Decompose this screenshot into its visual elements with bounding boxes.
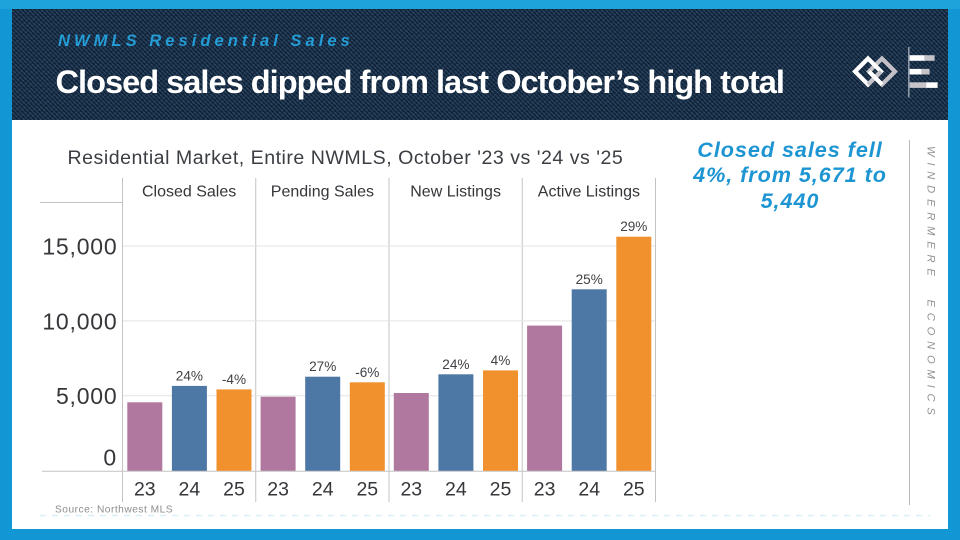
svg-text:Active Listings: Active Listings bbox=[538, 184, 640, 201]
svg-text:15,000: 15,000 bbox=[42, 233, 117, 259]
svg-text:24%: 24% bbox=[442, 357, 469, 372]
svg-text:25%: 25% bbox=[576, 272, 603, 287]
svg-text:24%: 24% bbox=[176, 368, 203, 383]
svg-text:23: 23 bbox=[534, 479, 556, 501]
svg-text:4%: 4% bbox=[491, 353, 511, 368]
svg-text:24: 24 bbox=[179, 479, 201, 501]
svg-text:Closed Sales: Closed Sales bbox=[142, 184, 236, 201]
svg-text:23: 23 bbox=[134, 479, 156, 501]
svg-text:-4%: -4% bbox=[222, 372, 246, 387]
svg-text:5,000: 5,000 bbox=[56, 383, 118, 409]
svg-text:25: 25 bbox=[490, 479, 512, 501]
svg-text:24: 24 bbox=[312, 479, 334, 501]
svg-text:Pending Sales: Pending Sales bbox=[271, 184, 374, 201]
svg-text:Source: Northwest MLS: Source: Northwest MLS bbox=[55, 505, 173, 516]
svg-text:25: 25 bbox=[623, 479, 645, 501]
svg-text:23: 23 bbox=[267, 479, 289, 501]
svg-text:Residential Market, Entire NWM: Residential Market, Entire NWMLS, Octobe… bbox=[68, 147, 624, 169]
svg-text:10,000: 10,000 bbox=[42, 308, 117, 334]
svg-text:29%: 29% bbox=[620, 219, 647, 234]
svg-text:27%: 27% bbox=[309, 359, 336, 374]
svg-text:New Listings: New Listings bbox=[410, 184, 501, 201]
svg-text:25: 25 bbox=[223, 479, 245, 501]
svg-text:0: 0 bbox=[103, 444, 117, 470]
svg-text:23: 23 bbox=[400, 479, 422, 501]
svg-text:24: 24 bbox=[445, 479, 467, 501]
svg-text:25: 25 bbox=[356, 479, 378, 501]
svg-text:24: 24 bbox=[578, 479, 600, 501]
svg-text:-6%: -6% bbox=[355, 365, 379, 380]
